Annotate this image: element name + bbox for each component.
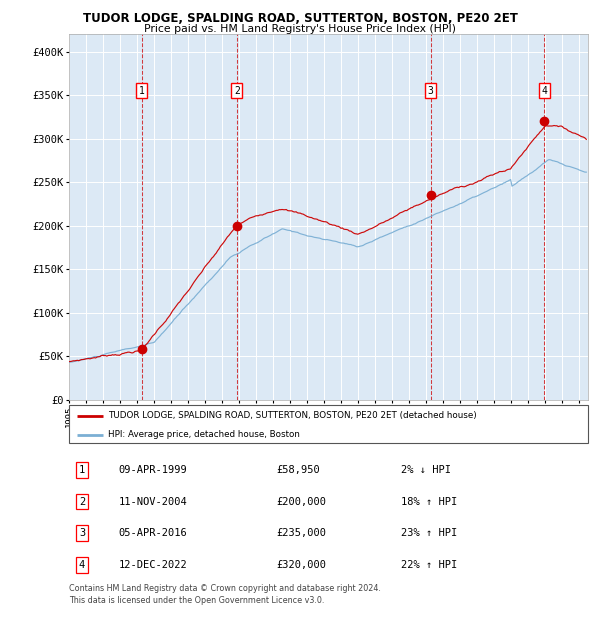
- Text: Price paid vs. HM Land Registry's House Price Index (HPI): Price paid vs. HM Land Registry's House …: [144, 24, 456, 33]
- Text: 09-APR-1999: 09-APR-1999: [118, 464, 187, 475]
- Text: 23% ↑ HPI: 23% ↑ HPI: [401, 528, 457, 538]
- Text: 4: 4: [79, 560, 85, 570]
- Text: 3: 3: [79, 528, 85, 538]
- Text: £200,000: £200,000: [277, 497, 326, 507]
- Text: 12-DEC-2022: 12-DEC-2022: [118, 560, 187, 570]
- FancyBboxPatch shape: [69, 405, 588, 443]
- Text: TUDOR LODGE, SPALDING ROAD, SUTTERTON, BOSTON, PE20 2ET (detached house): TUDOR LODGE, SPALDING ROAD, SUTTERTON, B…: [108, 411, 476, 420]
- Text: £235,000: £235,000: [277, 528, 326, 538]
- Text: 2: 2: [234, 86, 240, 95]
- Text: £320,000: £320,000: [277, 560, 326, 570]
- Text: £58,950: £58,950: [277, 464, 320, 475]
- Text: 05-APR-2016: 05-APR-2016: [118, 528, 187, 538]
- Text: 1: 1: [79, 464, 85, 475]
- Text: 2% ↓ HPI: 2% ↓ HPI: [401, 464, 451, 475]
- Text: 22% ↑ HPI: 22% ↑ HPI: [401, 560, 457, 570]
- Text: 1: 1: [139, 86, 145, 95]
- Text: 2: 2: [79, 497, 85, 507]
- Text: Contains HM Land Registry data © Crown copyright and database right 2024.: Contains HM Land Registry data © Crown c…: [69, 584, 381, 593]
- Text: This data is licensed under the Open Government Licence v3.0.: This data is licensed under the Open Gov…: [69, 596, 325, 606]
- Text: 11-NOV-2004: 11-NOV-2004: [118, 497, 187, 507]
- Text: TUDOR LODGE, SPALDING ROAD, SUTTERTON, BOSTON, PE20 2ET: TUDOR LODGE, SPALDING ROAD, SUTTERTON, B…: [83, 12, 517, 25]
- Text: 18% ↑ HPI: 18% ↑ HPI: [401, 497, 457, 507]
- Text: HPI: Average price, detached house, Boston: HPI: Average price, detached house, Bost…: [108, 430, 300, 440]
- Text: 4: 4: [542, 86, 547, 95]
- Text: 3: 3: [428, 86, 434, 95]
